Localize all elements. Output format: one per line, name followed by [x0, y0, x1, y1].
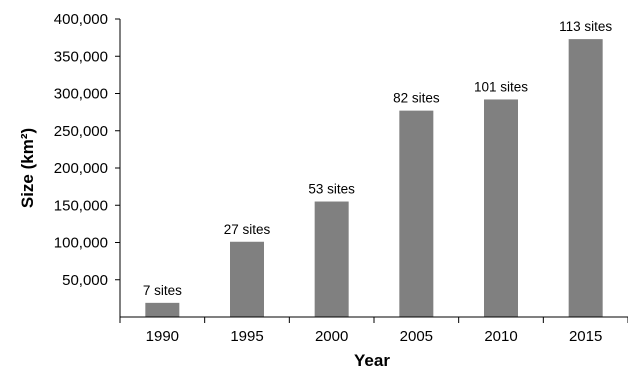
bar [145, 302, 180, 317]
y-tick-label: 200,000 [54, 160, 108, 177]
bar-data-label: 7 sites [143, 283, 182, 298]
y-ticks-group: 50,000 100,000 150,000 200,000 250,000 300,00… [54, 11, 120, 289]
bar [314, 201, 349, 317]
y-tick-label: 50,000 [62, 272, 108, 289]
y-tick-label: 250,000 [54, 123, 108, 140]
x-tick-label: 2015 [569, 328, 602, 345]
bars-group [145, 39, 603, 318]
bar-data-label: 53 sites [308, 182, 355, 197]
data-labels-group: 7 sites 27 sites 53 sites 82 sites 101 sites… [143, 19, 613, 298]
bar-data-label: 101 sites [474, 79, 528, 94]
y-tick-label: 300,000 [54, 86, 108, 103]
bar [230, 241, 264, 317]
bar [399, 110, 434, 317]
x-tick-label: 2005 [400, 328, 433, 345]
x-tick-label: 1995 [230, 328, 263, 345]
y-tick-label: 150,000 [54, 197, 108, 214]
y-tick-label: 400,000 [54, 11, 108, 28]
bar [484, 99, 518, 318]
x-tick-label: 1990 [146, 328, 179, 345]
x-axis-title: Year [354, 351, 390, 370]
x-tick-label: 2010 [484, 328, 517, 345]
x-tick-label: 2000 [315, 328, 348, 345]
bar-data-label: 27 sites [224, 222, 271, 237]
y-axis-title: Size (km²) [18, 128, 37, 208]
bar-data-label: 113 sites [559, 19, 612, 34]
bar-data-label: 82 sites [393, 91, 440, 106]
y-tick-label: 350,000 [54, 48, 108, 65]
y-tick-label: 100,000 [54, 235, 108, 252]
x-ticks-group: 1990 1995 2000 2005 2010 2015 [119, 317, 628, 345]
bar [568, 39, 603, 318]
